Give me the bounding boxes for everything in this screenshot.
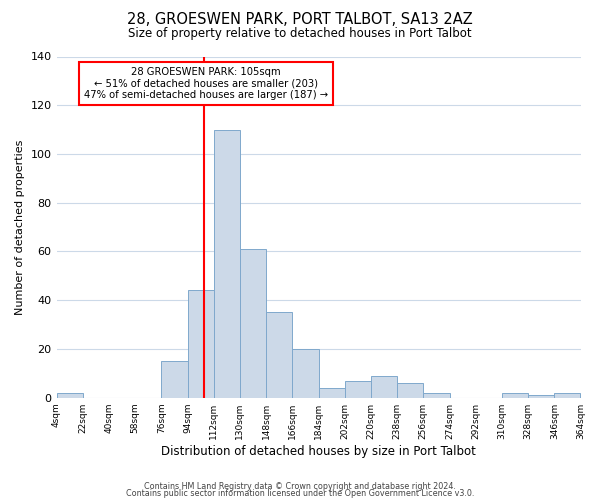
Bar: [502, 393, 528, 398]
Bar: [240, 249, 266, 398]
Bar: [188, 290, 214, 398]
Text: 28, GROESWEN PARK, PORT TALBOT, SA13 2AZ: 28, GROESWEN PARK, PORT TALBOT, SA13 2AZ: [127, 12, 473, 28]
Text: 28 GROESWEN PARK: 105sqm
← 51% of detached houses are smaller (203)
47% of semi-: 28 GROESWEN PARK: 105sqm ← 51% of detach…: [84, 66, 328, 100]
Text: Contains public sector information licensed under the Open Government Licence v3: Contains public sector information licen…: [126, 490, 474, 498]
Bar: [292, 349, 319, 398]
Bar: [528, 396, 554, 398]
Y-axis label: Number of detached properties: Number of detached properties: [15, 140, 25, 315]
Bar: [266, 312, 292, 398]
Bar: [161, 361, 188, 398]
Text: Size of property relative to detached houses in Port Talbot: Size of property relative to detached ho…: [128, 28, 472, 40]
Bar: [371, 376, 397, 398]
Text: Contains HM Land Registry data © Crown copyright and database right 2024.: Contains HM Land Registry data © Crown c…: [144, 482, 456, 491]
X-axis label: Distribution of detached houses by size in Port Talbot: Distribution of detached houses by size …: [161, 444, 476, 458]
Bar: [345, 380, 371, 398]
Bar: [554, 393, 580, 398]
Bar: [319, 388, 345, 398]
Bar: [397, 383, 424, 398]
Bar: [214, 130, 240, 398]
Bar: [424, 393, 449, 398]
Bar: [56, 393, 83, 398]
